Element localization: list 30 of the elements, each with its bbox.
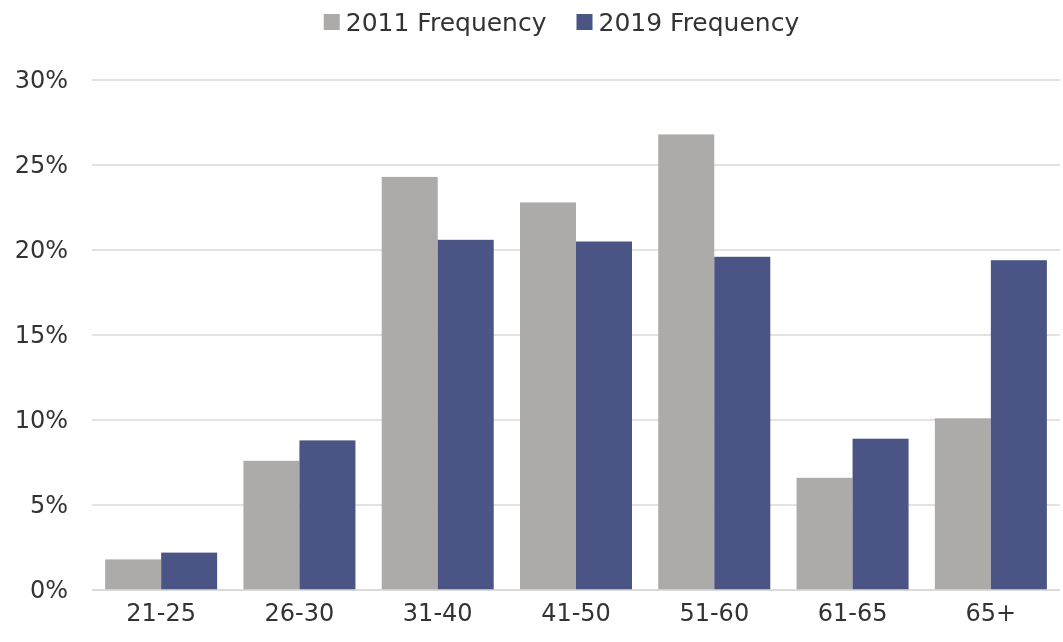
bar	[381, 176, 438, 590]
y-tick-label: 25%	[14, 151, 68, 180]
bar	[934, 418, 991, 590]
bar	[796, 477, 853, 590]
x-tick-label: 21-25	[126, 599, 197, 628]
x-tick-label: 51-60	[679, 599, 750, 628]
bar	[299, 440, 356, 590]
y-tick-label: 15%	[14, 321, 68, 350]
bar	[437, 239, 494, 590]
bar	[519, 202, 576, 590]
bar	[658, 134, 715, 590]
bar	[714, 256, 771, 590]
bar	[576, 241, 633, 590]
y-tick-label: 10%	[14, 406, 68, 435]
x-tick-label: 61-65	[817, 599, 888, 628]
bar	[852, 438, 909, 590]
bar	[161, 552, 218, 590]
y-tick-label: 0%	[29, 576, 68, 605]
y-tick-label: 30%	[14, 66, 68, 95]
legend-label: 2011 Frequency	[345, 7, 547, 37]
x-tick-label: 65+	[965, 599, 1017, 628]
x-tick-label: 31-40	[402, 599, 473, 628]
x-tick-label: 26-30	[264, 599, 335, 628]
bar	[990, 260, 1047, 590]
bar	[105, 559, 162, 590]
x-tick-label: 41-50	[541, 599, 611, 628]
bar	[243, 460, 300, 590]
legend-label: 2019 Frequency	[598, 7, 800, 37]
y-tick-label: 20%	[14, 236, 68, 265]
y-tick-label: 5%	[29, 491, 68, 520]
